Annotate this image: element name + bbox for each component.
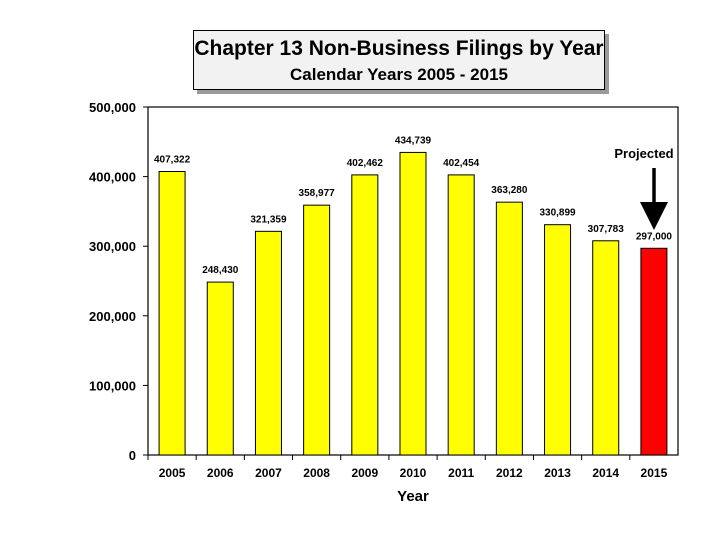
data-label: 307,783 [588,224,625,235]
data-label: 321,359 [250,214,287,225]
x-tick-label: 2005 [159,466,186,480]
x-tick-label: 2008 [303,466,330,480]
y-tick-label: 100,000 [89,378,136,393]
data-label: 402,462 [347,158,384,169]
x-tick-label: 2011 [448,466,474,480]
bar [254,230,282,456]
x-tick-label: 2014 [592,466,619,480]
chart-title-box: Chapter 13 Non-Business Filings by Year … [193,30,605,90]
bar [544,224,572,456]
data-label: 363,280 [491,185,528,196]
y-tick-label: 0 [129,448,136,463]
chart-title: Chapter 13 Non-Business Filings by Year [194,37,604,60]
x-tick-label: 2007 [255,466,282,480]
bar [399,151,427,456]
chart-subtitle: Calendar Years 2005 - 2015 [289,65,508,84]
data-label: 248,430 [202,265,239,276]
bar [495,201,523,456]
x-tick-label: 2010 [400,466,427,480]
x-axis-label: Year [397,488,429,505]
x-tick-label: 2012 [496,466,523,480]
bar [351,174,379,456]
data-label: 402,454 [443,158,480,169]
data-label: 358,977 [299,188,336,199]
bar [640,247,668,456]
data-label: 434,739 [395,135,432,146]
y-tick-label: 500,000 [89,100,136,115]
bar [592,240,620,456]
bar [158,171,186,456]
projected-annotation: Projected [614,146,673,161]
x-tick-label: 2015 [641,466,668,480]
data-label: 330,899 [539,208,576,219]
x-tick-label: 2009 [351,466,378,480]
data-label: 407,322 [154,155,191,166]
bar [206,281,234,456]
x-tick-label: 2006 [207,466,234,480]
y-tick-label: 300,000 [89,239,136,254]
y-tick-label: 400,000 [89,170,136,185]
bar [447,174,475,456]
bar [303,204,331,456]
y-tick-label: 200,000 [89,309,136,324]
data-label: 297,000 [636,231,673,242]
x-tick-label: 2013 [544,466,571,480]
